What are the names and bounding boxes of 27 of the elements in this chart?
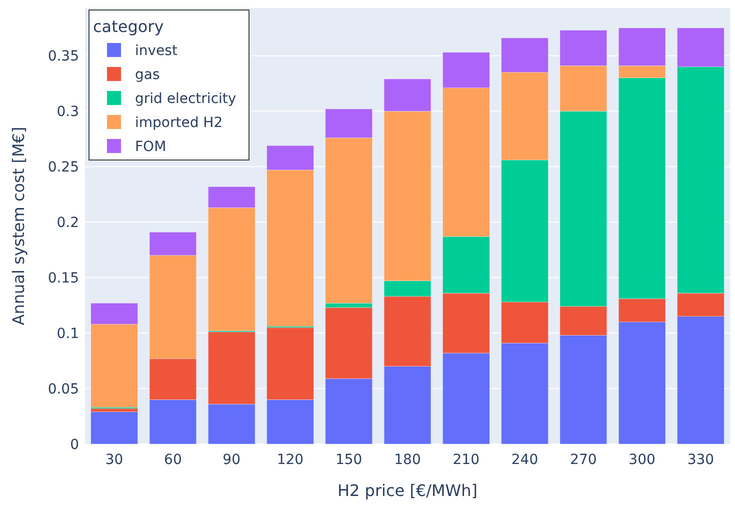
y-tick-label: 0.2 — [56, 215, 79, 232]
legend-label: gas — [135, 66, 160, 83]
x-tick-label: 330 — [687, 452, 714, 468]
y-tick-label: 0.25 — [48, 160, 79, 176]
y-tick-label: 0.3 — [56, 104, 79, 120]
y-tick-label: 0 — [70, 436, 79, 453]
y-tick-label: 0.1 — [56, 326, 79, 342]
x-axis-title: H2 price [€/MWh] — [337, 481, 478, 500]
x-tick-label: 240 — [511, 452, 538, 468]
legend-label: imported H2 — [135, 114, 223, 131]
x-tick-label: 90 — [222, 452, 241, 468]
x-tick-label: 30 — [105, 452, 124, 468]
y-tick-label: 0.05 — [48, 381, 79, 398]
x-tick-label: 150 — [335, 452, 362, 468]
legend-label: FOM — [135, 138, 166, 155]
x-tick-label: 180 — [394, 452, 421, 468]
legend-label: invest — [135, 42, 178, 59]
legend-label: grid electricity — [135, 90, 236, 107]
x-tick-label: 270 — [570, 452, 597, 468]
y-axis-title: Annual system cost [M€] — [9, 126, 28, 326]
y-tick-label: 0.35 — [48, 48, 79, 65]
x-tick-label: 60 — [164, 452, 182, 468]
y-tick-label: 0.15 — [48, 270, 79, 286]
x-tick-label: 120 — [276, 452, 304, 468]
x-tick-label: 300 — [628, 452, 656, 468]
legend-title: category — [93, 17, 164, 36]
x-tick-label: 210 — [452, 452, 480, 468]
